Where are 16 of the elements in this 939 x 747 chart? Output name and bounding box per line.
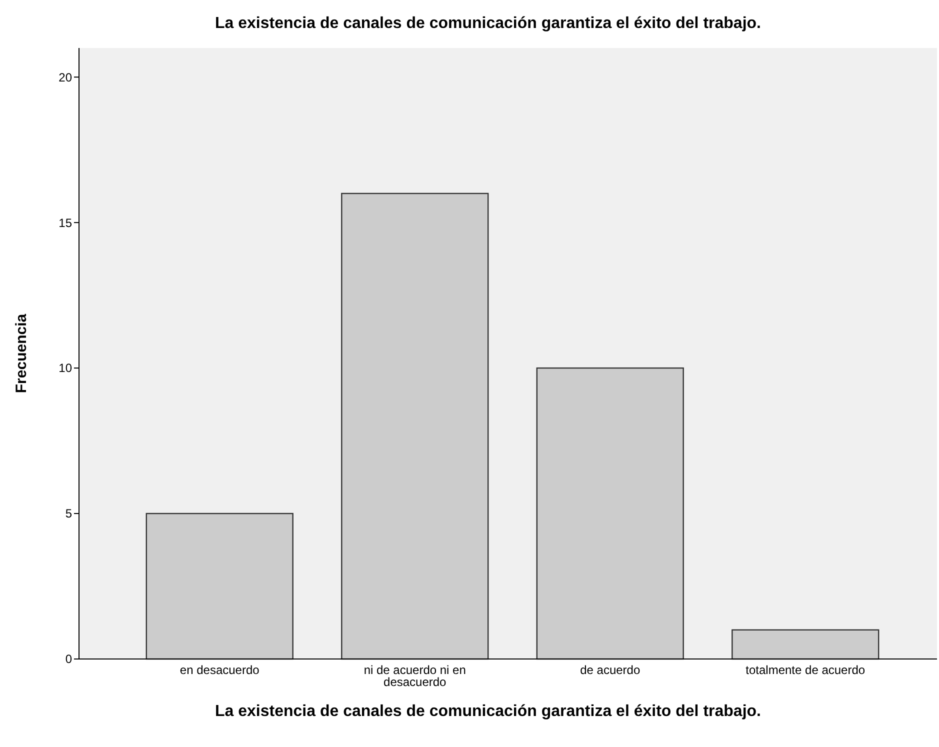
bar: [146, 512, 294, 660]
bar: [341, 192, 489, 660]
y-tick-label: 0: [65, 652, 72, 666]
y-tick-label: 5: [65, 506, 72, 521]
x-axis-title: La existencia de canales de comunicación garantiza el éxito del trabajo.: [215, 703, 761, 720]
x-tick-label: de acuerdo: [580, 663, 640, 677]
chart-title: La existencia de canales de comunicación garantiza el éxito del trabajo.: [215, 15, 761, 32]
x-tick-label: en desacuerdo: [180, 663, 260, 677]
y-tick-label: 15: [58, 216, 72, 230]
x-tick-label: totalmente de acuerdo: [746, 663, 866, 677]
y-tick-label: 10: [58, 361, 72, 376]
bar: [536, 367, 684, 660]
bar: [732, 629, 880, 660]
y-axis-title: Frecuencia: [13, 313, 30, 394]
x-tick-label: ni de acuerdo ni en desacuerdo: [364, 663, 466, 689]
y-tick-label: 20: [58, 70, 72, 84]
